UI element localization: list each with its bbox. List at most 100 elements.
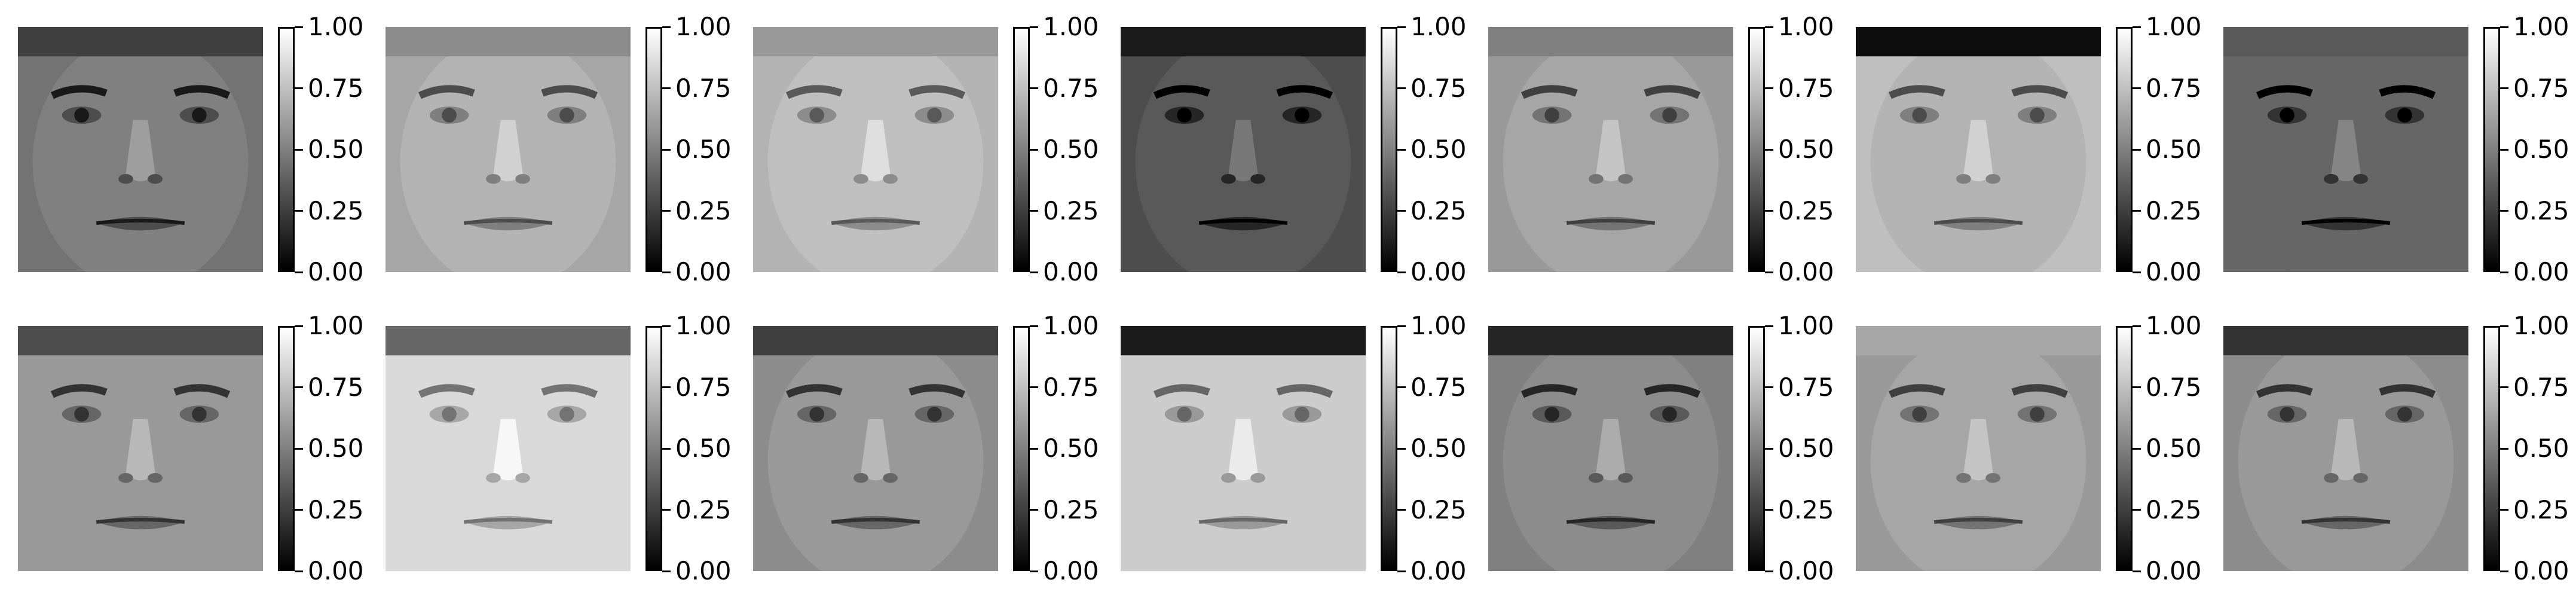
colorbar-tick xyxy=(2133,386,2141,388)
colorbar-tick xyxy=(295,271,303,273)
colorbar xyxy=(1013,27,1030,272)
colorbar-tick-label: 0.25 xyxy=(675,495,732,524)
colorbar-tick xyxy=(1397,325,1406,327)
colorbar-tick-label: 1.00 xyxy=(1411,311,1467,340)
colorbar-tick-label: 0.50 xyxy=(675,135,732,164)
colorbar-tick xyxy=(2133,271,2141,273)
colorbar-tick-label: 0.75 xyxy=(1043,73,1099,103)
colorbar-tick-label: 0.25 xyxy=(308,196,364,225)
colorbar-tick-label: 0.00 xyxy=(1778,257,1834,286)
colorbar-tick xyxy=(1765,509,1773,511)
colorbar-tick-label: 0.50 xyxy=(2146,434,2202,463)
colorbar-tick xyxy=(295,509,303,511)
colorbar-tick xyxy=(2500,386,2508,388)
face-panel: 0.00 0.25 0.50 0.75 1.00 xyxy=(368,299,732,584)
colorbar-tick xyxy=(2500,210,2508,212)
colorbar-tick xyxy=(1397,386,1406,388)
colorbar-tick-label: 0.25 xyxy=(1778,495,1834,524)
colorbar-tick-label: 0.00 xyxy=(675,556,732,585)
colorbar xyxy=(1748,27,1765,272)
face-panel: 0.00 0.25 0.50 0.75 1.00 xyxy=(0,299,364,584)
colorbar-tick-label: 0.75 xyxy=(2146,372,2202,402)
face-panel: 0.00 0.25 0.50 0.75 1.00 xyxy=(1103,0,1467,285)
colorbar-tick xyxy=(1030,210,1038,212)
colorbar-tick xyxy=(1765,87,1773,89)
colorbar-tick-label: 0.75 xyxy=(675,73,732,103)
face-image xyxy=(386,326,631,571)
colorbar-tick xyxy=(662,271,671,273)
colorbar-tick-label: 1.00 xyxy=(2146,12,2202,41)
colorbar-tick-label: 0.75 xyxy=(1778,372,1834,402)
colorbar-tick xyxy=(662,386,671,388)
colorbar xyxy=(278,326,295,571)
colorbar xyxy=(278,27,295,272)
colorbar-tick-label: 0.00 xyxy=(675,257,732,286)
colorbar xyxy=(2116,27,2133,272)
colorbar-tick xyxy=(2133,87,2141,89)
face-panel: 0.00 0.25 0.50 0.75 1.00 xyxy=(368,0,732,285)
colorbar-tick xyxy=(295,570,303,572)
colorbar-tick-label: 0.50 xyxy=(1778,434,1834,463)
face-panel: 0.00 0.25 0.50 0.75 1.00 xyxy=(1838,0,2202,285)
face-image xyxy=(18,326,263,571)
colorbar-tick-label: 1.00 xyxy=(1778,311,1834,340)
colorbar-tick xyxy=(1030,570,1038,572)
colorbar-tick-label: 1.00 xyxy=(1411,12,1467,41)
colorbar-tick-label: 0.75 xyxy=(2513,73,2569,103)
colorbar-tick-label: 0.75 xyxy=(1778,73,1834,103)
colorbar-tick xyxy=(1397,26,1406,28)
colorbar xyxy=(1748,326,1765,571)
colorbar-tick-label: 0.25 xyxy=(2146,495,2202,524)
colorbar-tick xyxy=(295,325,303,327)
colorbar-tick-label: 0.75 xyxy=(675,372,732,402)
colorbar-tick-label: 0.50 xyxy=(1043,135,1099,164)
colorbar-tick-label: 1.00 xyxy=(1043,12,1099,41)
colorbar xyxy=(645,27,662,272)
colorbar-tick-label: 0.25 xyxy=(2146,196,2202,225)
colorbar-tick xyxy=(2133,210,2141,212)
face-panel: 0.00 0.25 0.50 0.75 1.00 xyxy=(1470,299,1834,584)
colorbar-tick xyxy=(2500,509,2508,511)
colorbar-tick-label: 1.00 xyxy=(2513,311,2569,340)
colorbar-tick xyxy=(1765,271,1773,273)
colorbar-tick-label: 0.00 xyxy=(308,257,364,286)
colorbar xyxy=(1381,27,1397,272)
colorbar-tick-label: 0.50 xyxy=(2513,135,2569,164)
colorbar-tick-label: 1.00 xyxy=(675,12,732,41)
colorbar-tick-label: 0.25 xyxy=(1411,495,1467,524)
colorbar-tick-label: 0.00 xyxy=(1411,257,1467,286)
face-image xyxy=(386,27,631,272)
colorbar-tick-label: 0.00 xyxy=(2513,257,2569,286)
colorbar xyxy=(2116,326,2133,571)
face-image xyxy=(2223,27,2468,272)
colorbar-tick-label: 0.75 xyxy=(1411,73,1467,103)
colorbar-tick-label: 1.00 xyxy=(2513,12,2569,41)
colorbar-tick-label: 0.50 xyxy=(675,434,732,463)
colorbar-tick-label: 0.50 xyxy=(2513,434,2569,463)
colorbar-tick xyxy=(2133,148,2141,151)
colorbar-tick xyxy=(662,210,671,212)
face-image xyxy=(1121,27,1366,272)
colorbar-tick xyxy=(1765,570,1773,572)
colorbar-tick xyxy=(1397,148,1406,151)
colorbar-tick xyxy=(1030,26,1038,28)
colorbar-tick xyxy=(2500,271,2508,273)
colorbar-tick-label: 0.50 xyxy=(1411,434,1467,463)
face-panel: 0.00 0.25 0.50 0.75 1.00 xyxy=(1470,0,1834,285)
colorbar-tick-label: 0.75 xyxy=(308,73,364,103)
colorbar-tick-label: 0.75 xyxy=(2513,372,2569,402)
colorbar-tick xyxy=(2133,509,2141,511)
colorbar-tick xyxy=(1030,509,1038,511)
face-image xyxy=(753,27,998,272)
face-panel: 0.00 0.25 0.50 0.75 1.00 xyxy=(735,0,1099,285)
face-panel: 0.00 0.25 0.50 0.75 1.00 xyxy=(2205,299,2569,584)
colorbar-tick-label: 0.00 xyxy=(2146,556,2202,585)
colorbar-tick-label: 0.00 xyxy=(308,556,364,585)
face-image xyxy=(1121,326,1366,571)
colorbar-tick xyxy=(1765,210,1773,212)
face-panel: 0.00 0.25 0.50 0.75 1.00 xyxy=(735,299,1099,584)
colorbar-tick-label: 0.50 xyxy=(1411,135,1467,164)
colorbar-tick-label: 0.00 xyxy=(2513,556,2569,585)
colorbar-tick xyxy=(1397,210,1406,212)
face-image xyxy=(1856,27,2101,272)
